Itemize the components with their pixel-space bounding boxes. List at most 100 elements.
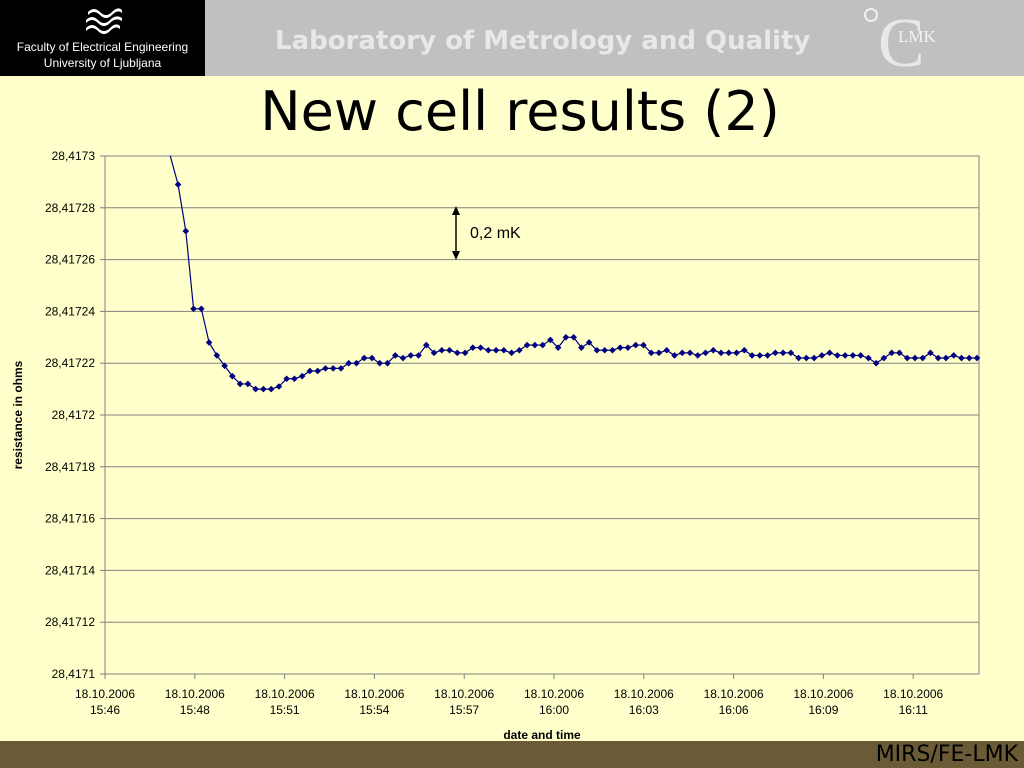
data-point	[834, 352, 841, 359]
data-point	[865, 354, 872, 362]
x-tick-label-time: 15:51	[270, 703, 300, 717]
faculty-logo-icon	[86, 8, 122, 34]
data-point	[562, 334, 570, 341]
x-tick-label-time: 16:03	[629, 703, 659, 717]
x-tick-labels: 18.10.2006 15:46 18.10.2006 15:48 18.10.2006…	[75, 674, 944, 717]
data-point	[624, 344, 632, 351]
x-tick-label-time: 16:09	[808, 703, 838, 717]
faculty-box: Faculty of Electrical Engineering Univer…	[0, 0, 205, 76]
data-point	[934, 354, 942, 362]
x-tick-label-time: 15:46	[90, 703, 120, 717]
data-point	[438, 346, 446, 354]
data-point	[391, 352, 399, 359]
data-point	[516, 346, 523, 354]
data-point	[671, 352, 678, 359]
series-line	[169, 155, 977, 390]
data-point	[477, 344, 484, 351]
data-point	[306, 367, 314, 375]
data-point	[849, 352, 857, 359]
y-tick-label: 28,41724	[45, 304, 95, 318]
data-point	[298, 372, 306, 380]
data-point	[694, 352, 702, 359]
data-point	[632, 341, 640, 349]
data-point	[547, 336, 554, 344]
data-point	[717, 349, 725, 357]
data-point	[702, 349, 709, 357]
resistance-chart: 28,4173 28,41728 28,41726 28,41724 28,41722 2…	[11, 149, 981, 740]
data-point	[492, 346, 500, 354]
data-point	[221, 362, 228, 370]
footer-band: MIRS/FE-LMK	[0, 741, 1024, 768]
faculty-name: Faculty of Electrical Engineering	[16, 40, 189, 54]
data-point	[609, 346, 616, 354]
data-point	[322, 365, 329, 372]
data-point	[725, 349, 733, 357]
data-point	[686, 349, 694, 357]
data-point	[647, 349, 655, 357]
annotation-arrow	[452, 206, 460, 260]
y-tick-label: 28,41718	[45, 460, 95, 474]
data-point	[950, 352, 958, 359]
x-tick-label-date: 18.10.2006	[793, 687, 853, 701]
x-axis-label: date and time	[503, 728, 581, 740]
data-point	[764, 352, 771, 359]
data-point	[267, 385, 275, 393]
data-point	[329, 365, 337, 372]
slide-title: New cell results (2)	[260, 80, 780, 143]
x-tick-label-time: 16:00	[539, 703, 569, 717]
data-point	[678, 349, 686, 357]
x-tick-label-time: 16:11	[899, 703, 928, 717]
data-point	[422, 341, 430, 349]
data-point	[446, 346, 453, 354]
x-tick-label-date: 18.10.2006	[255, 687, 315, 701]
data-point	[485, 346, 492, 354]
x-tick-label-date: 18.10.2006	[165, 687, 225, 701]
data-point	[376, 359, 384, 367]
lmk-logo: C LMK	[864, 5, 937, 72]
data-point	[570, 334, 577, 341]
x-tick-label-date: 18.10.2006	[344, 687, 404, 701]
data-point	[795, 354, 802, 362]
series-resistance	[169, 155, 981, 393]
data-point	[896, 349, 903, 357]
grid-lines	[105, 207, 979, 623]
data-point	[958, 354, 965, 362]
x-tick-label-date: 18.10.2006	[704, 687, 764, 701]
data-point	[709, 346, 717, 354]
data-point	[190, 305, 197, 313]
data-point	[314, 367, 321, 375]
data-point	[655, 349, 663, 357]
y-tick-label: 28,41712	[45, 615, 95, 629]
data-point	[415, 352, 422, 359]
data-point	[399, 354, 407, 362]
data-point	[857, 352, 864, 359]
data-point	[578, 344, 585, 351]
data-point	[779, 349, 787, 357]
footer-label: MIRS/FE-LMK	[875, 742, 1018, 767]
data-point	[942, 354, 950, 362]
y-tick-label: 28,41722	[45, 356, 95, 370]
data-point	[585, 339, 593, 346]
data-point	[337, 365, 345, 372]
data-point	[787, 349, 795, 357]
y-tick-label: 28,4171	[52, 667, 96, 681]
data-point	[453, 349, 461, 357]
data-point	[888, 349, 895, 357]
data-point	[748, 352, 756, 359]
data-point	[213, 352, 221, 359]
header-band: Laboratory of Metrology and Quality C LM…	[205, 0, 1024, 76]
data-point	[174, 181, 182, 188]
y-tick-labels: 28,4173 28,41728 28,41726 28,41724 28,41722 2…	[45, 149, 105, 681]
annotation-label: 0,2 mK	[470, 225, 521, 242]
data-point	[275, 383, 283, 390]
data-point	[360, 354, 368, 362]
y-tick-label: 28,41716	[45, 512, 95, 526]
y-axis-label: resistance in ohms	[11, 360, 25, 469]
y-tick-label: 28,4172	[52, 408, 96, 422]
university-name: University of Ljubljana	[43, 56, 162, 70]
data-point	[244, 380, 252, 388]
data-point	[523, 341, 531, 349]
data-point	[345, 359, 353, 367]
data-point	[508, 349, 515, 357]
lab-title: Laboratory of Metrology and Quality	[275, 26, 811, 56]
